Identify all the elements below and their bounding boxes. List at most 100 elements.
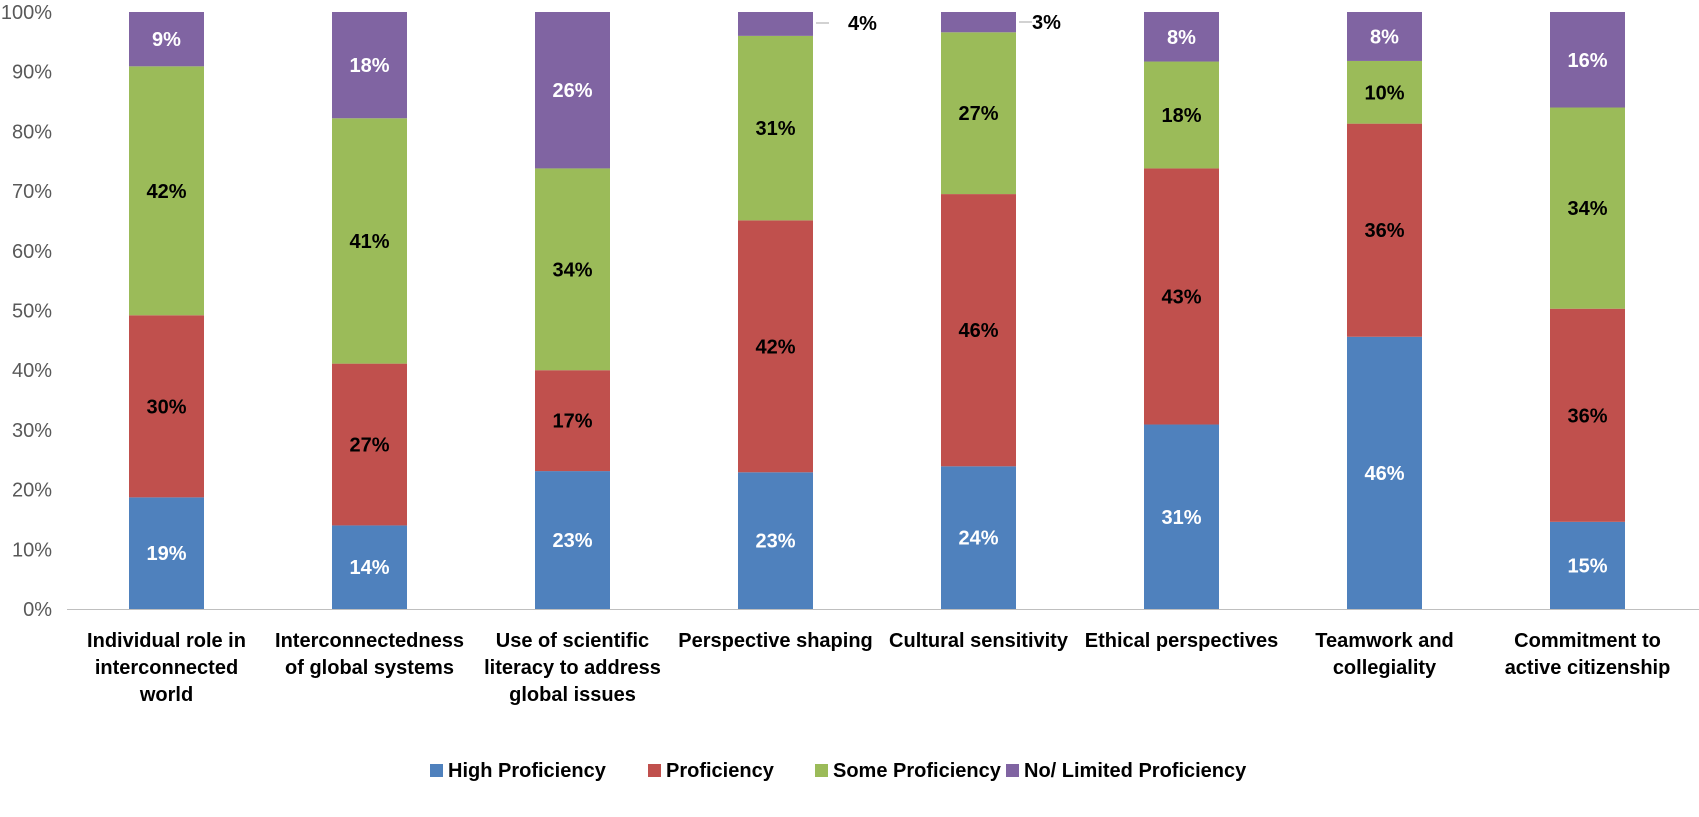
data-label: 26% [552, 80, 592, 102]
data-label: 8% [1370, 26, 1399, 48]
data-label: 36% [1567, 405, 1607, 427]
legend-label: High Proficiency [448, 760, 607, 782]
y-tick-label: 30% [12, 420, 52, 442]
bar-segment [1144, 168, 1219, 425]
bar-segment [738, 220, 813, 473]
data-label: 46% [958, 320, 998, 342]
y-tick-label: 80% [12, 121, 52, 143]
data-label: 27% [349, 435, 389, 457]
bar-segment [1347, 336, 1422, 609]
bar-segment [535, 168, 610, 371]
category-label: Commitment to active citizenship [1505, 630, 1671, 679]
data-label: 30% [146, 396, 186, 418]
category-label: Cultural sensitivity [889, 630, 1069, 652]
legend-label: Proficiency [666, 760, 775, 782]
category-label: Interconnectedness of global systems [275, 630, 464, 679]
data-label: 42% [755, 336, 795, 358]
bar-segment [535, 471, 610, 609]
legend-swatch [815, 764, 828, 777]
bar-segment [1347, 123, 1422, 337]
data-label: 41% [349, 231, 389, 253]
y-tick-label: 40% [12, 360, 52, 382]
data-label: 43% [1161, 286, 1201, 308]
bar-segment [129, 497, 204, 609]
y-tick-label: 0% [23, 599, 52, 621]
plot-area: 19% 30% 42% 9% 14% 27% 41% 18% 23% 17% 34% 26% 23% 42… [129, 12, 1625, 609]
bar-segment [535, 12, 610, 169]
data-label: 42% [146, 181, 186, 203]
bar-segment [129, 315, 204, 498]
bar-segment [332, 525, 407, 609]
bar-segment [941, 32, 1016, 195]
data-label: 24% [958, 528, 998, 550]
data-label: 34% [552, 259, 592, 281]
bar-segment [738, 35, 813, 221]
legend-item: Some Proficiency [815, 760, 1002, 782]
bar-segment [1550, 308, 1625, 522]
legend-label: Some Proficiency [833, 760, 1002, 782]
y-tick-label: 70% [12, 181, 52, 203]
data-label: 9% [152, 29, 181, 51]
bar-segment [1144, 12, 1219, 62]
category-label: Ethical perspectives [1085, 630, 1278, 652]
data-label: 18% [349, 55, 389, 77]
bar-segment [1144, 424, 1219, 609]
bar-segment [1347, 60, 1422, 124]
bar-segment [1550, 521, 1625, 609]
bar-segment [1144, 61, 1219, 169]
bar-segment [332, 363, 407, 526]
y-tick-label: 100% [1, 2, 52, 24]
legend-item: Proficiency [648, 760, 775, 782]
data-label: 31% [1161, 507, 1201, 529]
y-tick-label: 60% [12, 241, 52, 263]
bar-segment [1550, 12, 1625, 108]
category-label: Individual role in interconnected world [87, 630, 246, 706]
legend-swatch [648, 764, 661, 777]
x-axis: Individual role in interconnected world Int… [67, 609, 1699, 706]
y-tick-label: 10% [12, 539, 52, 561]
legend-item: No/ Limited Proficiency [1006, 760, 1247, 782]
data-label: 4% [848, 13, 877, 35]
data-label: 8% [1167, 27, 1196, 49]
data-label: 3% [1032, 12, 1061, 34]
bar-segment [738, 472, 813, 609]
bar-segment [535, 370, 610, 472]
y-tick-label: 90% [12, 62, 52, 84]
category-label: Teamwork and collegiality [1315, 630, 1454, 679]
category-label: Perspective shaping [678, 630, 873, 652]
bar-segment [738, 12, 813, 36]
data-label: 16% [1567, 50, 1607, 72]
bar-segment [332, 12, 407, 119]
category-label: Use of scientific literacy to address glob… [484, 630, 661, 706]
data-label: 14% [349, 557, 389, 579]
legend-item: High Proficiency [430, 760, 607, 782]
legend: High Proficiency Proficiency Some Proficie… [430, 760, 1247, 782]
y-tick-label: 50% [12, 301, 52, 323]
data-label: 27% [958, 103, 998, 125]
data-label: 36% [1364, 220, 1404, 242]
bar-segment [941, 194, 1016, 467]
bar-segment [1550, 107, 1625, 309]
data-label: 34% [1567, 198, 1607, 220]
bar-segment [332, 118, 407, 364]
bar-segment [129, 66, 204, 316]
data-label: 23% [552, 530, 592, 552]
data-label: 17% [552, 411, 592, 433]
bar-segment [941, 466, 1016, 609]
legend-swatch [430, 764, 443, 777]
y-tick-label: 20% [12, 480, 52, 502]
legend-swatch [1006, 764, 1019, 777]
data-label: 15% [1567, 555, 1607, 577]
legend-label: No/ Limited Proficiency [1024, 760, 1247, 782]
data-label: 10% [1364, 82, 1404, 104]
bar-segment [1347, 12, 1422, 61]
bar-segment [129, 12, 204, 67]
data-label: 23% [755, 531, 795, 553]
data-label: 18% [1161, 105, 1201, 127]
bar-segment [941, 12, 1016, 33]
data-label: 46% [1364, 463, 1404, 485]
data-label: 19% [146, 543, 186, 565]
y-axis: 0% 10% 20% 30% 40% 50% 60% 70% 80% 90% 100% [1, 2, 52, 621]
data-label: 31% [755, 118, 795, 140]
